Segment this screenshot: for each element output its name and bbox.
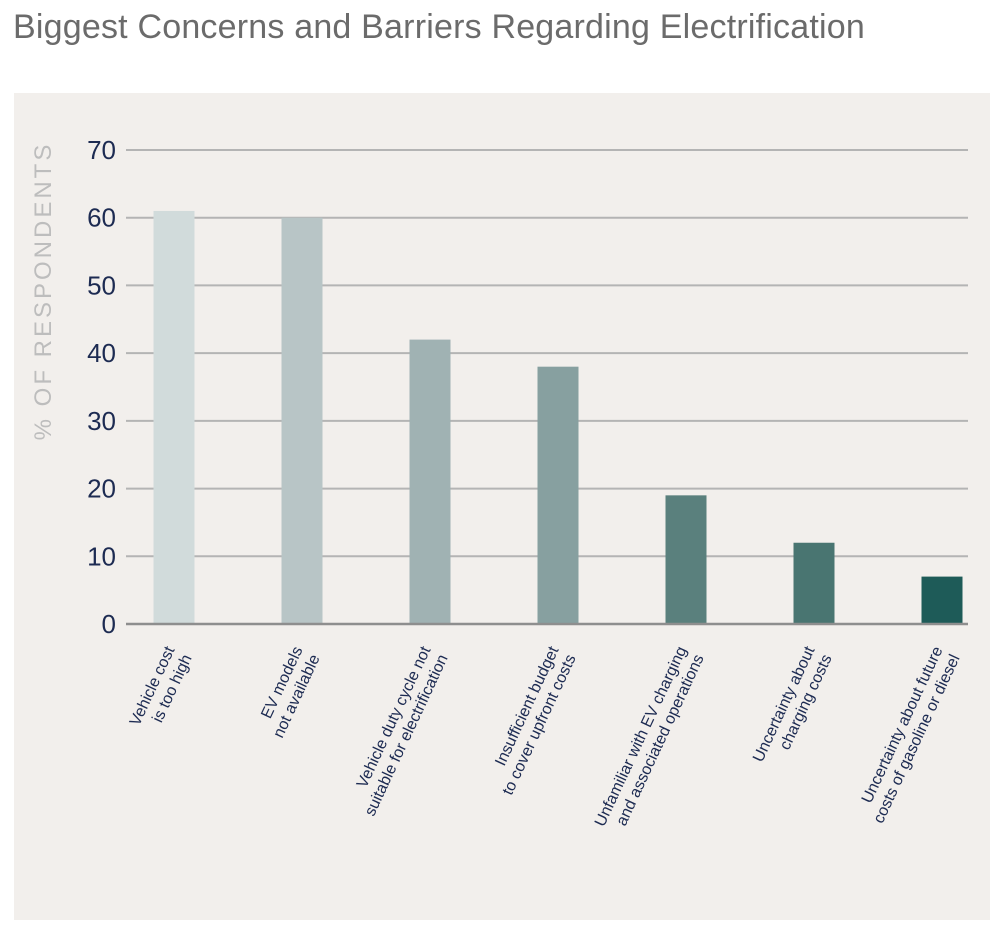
- y-tick-labels: 0 10 20 30 40 50 60 70: [87, 135, 116, 639]
- bar: [921, 576, 963, 624]
- x-tick-label: Insufficient budgetto cover upfront cost…: [482, 644, 580, 798]
- y-tick-label: 70: [87, 135, 116, 165]
- x-tick-label: Vehicle duty cycle notsuitable for elect…: [345, 644, 452, 819]
- bars: [153, 210, 963, 624]
- y-tick-label: 20: [87, 474, 116, 504]
- bar: [537, 366, 579, 624]
- bar: [665, 495, 707, 624]
- bar-chart: 0 10 20 30 40 50 60 70 Vehicle costis too high E…: [30, 135, 968, 837]
- x-tick-label: EV modelsnot available: [253, 644, 324, 741]
- y-tick-label: 50: [87, 270, 116, 300]
- x-tick-labels: Vehicle costis too high EV modelsnot avai…: [127, 644, 964, 837]
- y-tick-label: 10: [87, 541, 116, 571]
- x-tick-label: Uncertainty about futurecosts of gasolin…: [853, 644, 963, 826]
- x-tick-label: Unfamiliar with EV chargingand associate…: [592, 644, 708, 837]
- x-tick-label: Uncertainty aboutcharging costs: [750, 644, 836, 773]
- x-tick-label: Vehicle costis too high: [127, 644, 196, 737]
- page-title: Biggest Concerns and Barriers Regarding …: [13, 8, 865, 46]
- chart-panel: 0 10 20 30 40 50 60 70 Vehicle costis too high E…: [14, 93, 990, 920]
- y-axis-title: % OF RESPONDENTS: [30, 142, 57, 441]
- bar: [153, 210, 195, 624]
- y-tick-label: 60: [87, 203, 116, 233]
- y-tick-label: 30: [87, 406, 116, 436]
- bar: [793, 542, 835, 624]
- bar: [281, 217, 323, 624]
- y-tick-label: 0: [102, 609, 116, 639]
- bar: [409, 339, 451, 624]
- y-tick-label: 40: [87, 338, 116, 368]
